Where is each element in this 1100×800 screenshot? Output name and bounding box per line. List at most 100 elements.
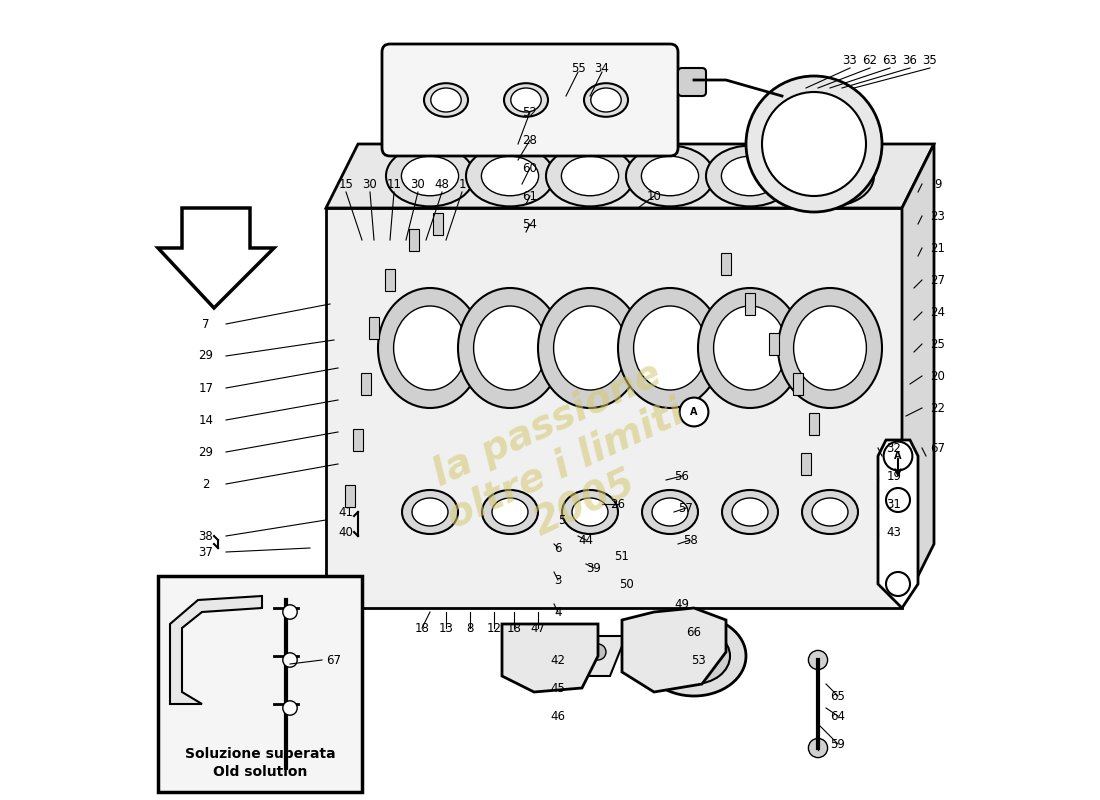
Circle shape <box>283 653 297 667</box>
Ellipse shape <box>778 288 882 408</box>
Bar <box>801 453 811 475</box>
Text: 21: 21 <box>931 242 946 254</box>
Ellipse shape <box>793 306 867 390</box>
Circle shape <box>283 701 297 715</box>
Ellipse shape <box>652 498 688 526</box>
Ellipse shape <box>562 490 618 534</box>
Text: 47: 47 <box>530 622 546 634</box>
Text: 20: 20 <box>931 370 945 382</box>
Ellipse shape <box>674 640 714 672</box>
Polygon shape <box>878 440 918 608</box>
Circle shape <box>886 488 910 512</box>
Text: 60: 60 <box>522 162 538 174</box>
Text: A: A <box>691 407 697 417</box>
Text: 18: 18 <box>507 622 521 634</box>
Circle shape <box>283 605 297 619</box>
Text: 44: 44 <box>579 534 594 546</box>
Ellipse shape <box>482 156 539 196</box>
Text: 37: 37 <box>199 546 213 558</box>
Text: 67: 67 <box>931 442 946 454</box>
Text: 9: 9 <box>934 178 942 190</box>
Text: 31: 31 <box>887 498 901 510</box>
Bar <box>353 429 363 451</box>
Ellipse shape <box>584 83 628 117</box>
Ellipse shape <box>424 83 468 117</box>
Text: 65: 65 <box>830 690 846 702</box>
Ellipse shape <box>482 490 538 534</box>
Ellipse shape <box>431 88 461 112</box>
Polygon shape <box>158 208 274 308</box>
Text: 12: 12 <box>486 622 502 634</box>
Polygon shape <box>902 144 934 608</box>
Ellipse shape <box>553 306 626 390</box>
Text: 4: 4 <box>554 606 562 618</box>
Ellipse shape <box>802 156 859 196</box>
Ellipse shape <box>732 498 768 526</box>
Text: 23: 23 <box>931 210 945 222</box>
Ellipse shape <box>618 288 722 408</box>
Text: 46: 46 <box>550 710 565 722</box>
Text: 26: 26 <box>610 498 626 510</box>
Circle shape <box>654 644 670 660</box>
Text: 1: 1 <box>459 178 465 190</box>
Text: 29: 29 <box>198 446 213 458</box>
Text: 58: 58 <box>683 534 697 546</box>
Text: 35: 35 <box>923 54 937 66</box>
Text: 66: 66 <box>686 626 702 638</box>
Ellipse shape <box>412 498 448 526</box>
Ellipse shape <box>626 146 714 206</box>
Text: 48: 48 <box>434 178 450 190</box>
Text: 50: 50 <box>618 578 634 590</box>
Text: 24: 24 <box>931 306 946 318</box>
Text: 40: 40 <box>339 526 353 538</box>
Ellipse shape <box>591 88 622 112</box>
Ellipse shape <box>504 83 548 117</box>
Text: 55: 55 <box>571 62 585 74</box>
Ellipse shape <box>572 498 608 526</box>
Text: 52: 52 <box>522 106 538 118</box>
Ellipse shape <box>642 490 698 534</box>
Ellipse shape <box>402 156 459 196</box>
Text: 7: 7 <box>202 318 210 330</box>
Polygon shape <box>170 596 262 704</box>
Ellipse shape <box>641 156 698 196</box>
Text: 19: 19 <box>887 470 902 482</box>
Text: 61: 61 <box>522 190 538 202</box>
Ellipse shape <box>786 146 875 206</box>
Ellipse shape <box>658 628 730 684</box>
Text: 2: 2 <box>202 610 210 622</box>
Bar <box>810 413 818 435</box>
Text: 57: 57 <box>679 502 693 514</box>
FancyBboxPatch shape <box>678 68 706 96</box>
Ellipse shape <box>466 146 554 206</box>
Bar <box>793 373 803 395</box>
Ellipse shape <box>510 88 541 112</box>
Ellipse shape <box>714 306 786 390</box>
Ellipse shape <box>722 490 778 534</box>
Bar <box>769 333 779 355</box>
Text: 62: 62 <box>862 54 878 66</box>
Bar <box>722 253 730 275</box>
Ellipse shape <box>812 498 848 526</box>
Circle shape <box>886 572 910 596</box>
Ellipse shape <box>722 156 779 196</box>
Text: 28: 28 <box>522 134 538 146</box>
Ellipse shape <box>706 146 794 206</box>
Text: 59: 59 <box>830 738 846 750</box>
Text: 34: 34 <box>595 62 609 74</box>
Text: 30: 30 <box>363 178 377 190</box>
Bar <box>433 213 443 235</box>
Circle shape <box>590 644 606 660</box>
Text: 3: 3 <box>554 574 562 586</box>
Text: A: A <box>894 451 902 461</box>
Circle shape <box>808 738 827 758</box>
Bar <box>370 317 378 339</box>
Text: 45: 45 <box>551 682 565 694</box>
Text: 36: 36 <box>903 54 917 66</box>
Text: 63: 63 <box>882 54 898 66</box>
Ellipse shape <box>378 288 482 408</box>
Text: 5: 5 <box>559 514 565 526</box>
Text: 51: 51 <box>615 550 629 562</box>
Text: 49: 49 <box>674 598 690 610</box>
Text: 41: 41 <box>339 506 353 518</box>
